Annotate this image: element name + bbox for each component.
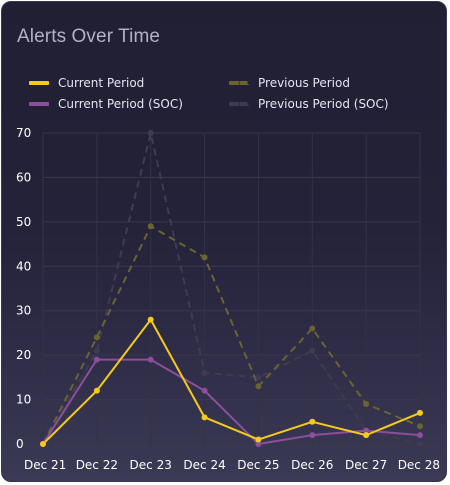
series-line-0 [42, 318, 421, 445]
data-point-series-1[interactable] [201, 254, 208, 261]
x-tick-label: Dec 26 [291, 458, 333, 472]
data-point-series-1[interactable] [309, 325, 316, 332]
x-tick-label: Dec 25 [237, 458, 279, 472]
data-point-series-0[interactable] [93, 387, 100, 394]
x-tick-label: Dec 24 [183, 458, 225, 472]
series-lines [42, 132, 421, 445]
legend-label-previous-period: Previous Period [258, 76, 350, 90]
x-tick-label: Dec 27 [345, 458, 387, 472]
y-tick-label: 0 [16, 437, 24, 451]
chart-title: Alerts Over Time [17, 26, 161, 47]
data-point-series-3[interactable] [417, 441, 423, 447]
data-point-series-1[interactable] [363, 401, 370, 408]
data-point-series-3[interactable] [93, 347, 100, 354]
y-tick-label: 40 [16, 259, 31, 273]
grid-lines [42, 132, 421, 445]
x-tick-label: Dec 28 [398, 458, 440, 472]
legend-swatch-current-period-soc [29, 102, 49, 106]
data-point-series-2[interactable] [309, 432, 316, 439]
x-axis-ticks: Dec 21 Dec 22 Dec 23 Dec 24 Dec 25 Dec 26 Dec … [24, 458, 440, 472]
legend-swatch-previous-period [229, 81, 249, 85]
data-point-series-0[interactable] [255, 436, 262, 443]
y-tick-label: 10 [16, 393, 31, 407]
data-point-series-2[interactable] [93, 356, 100, 363]
data-point-series-1[interactable] [93, 334, 100, 341]
series-line-1 [42, 225, 421, 445]
y-tick-label: 60 [16, 170, 31, 184]
x-tick-label: Dec 21 [24, 458, 66, 472]
data-point-series-0[interactable] [201, 414, 208, 421]
x-tick-label: Dec 22 [76, 458, 118, 472]
series-line-3 [42, 132, 421, 445]
data-point-series-0[interactable] [417, 409, 423, 416]
y-tick-label: 50 [16, 215, 31, 229]
legend-item-previous-period[interactable]: Previous Period [229, 75, 350, 91]
data-point-series-3[interactable] [255, 374, 262, 381]
y-tick-label: 30 [16, 304, 31, 318]
legend-label-current-period-soc: Current Period (SOC) [58, 97, 183, 111]
data-point-series-0[interactable] [363, 432, 370, 439]
y-tick-label: 70 [16, 126, 31, 140]
legend-item-current-period[interactable]: Current Period [29, 75, 144, 91]
data-point-series-0[interactable] [309, 418, 316, 425]
legend-item-previous-period-soc[interactable]: Previous Period (SOC) [229, 96, 389, 112]
legend-swatch-previous-period-soc [229, 102, 249, 106]
data-point-series-3[interactable] [201, 369, 208, 376]
data-point-series-1[interactable] [255, 383, 262, 390]
legend-swatch-current-period [29, 81, 49, 85]
data-point-series-2[interactable] [417, 432, 423, 439]
data-point-series-0[interactable] [147, 316, 154, 323]
line-chart: 0 10 20 30 40 50 60 70 Dec 21 Dec 22 Dec 23 Dec 24… [16, 126, 440, 472]
data-point-series-3[interactable] [147, 130, 154, 136]
legend-label-previous-period-soc: Previous Period (SOC) [258, 97, 389, 111]
data-point-series-0[interactable] [40, 441, 46, 447]
data-point-series-1[interactable] [417, 423, 423, 430]
series-line-2 [42, 358, 421, 445]
data-point-series-2[interactable] [255, 441, 262, 447]
data-point-series-1[interactable] [147, 223, 154, 230]
data-point-series-3[interactable] [309, 347, 316, 354]
y-tick-label: 20 [16, 348, 31, 362]
y-axis-ticks: 0 10 20 30 40 50 60 70 [16, 126, 31, 451]
data-point-series-2[interactable] [147, 356, 154, 363]
data-point-series-2[interactable] [201, 387, 208, 394]
legend-item-current-period-soc[interactable]: Current Period (SOC) [29, 96, 183, 112]
data-point-series-2[interactable] [363, 427, 370, 434]
legend-label-current-period: Current Period [58, 76, 145, 90]
series-points [40, 130, 423, 447]
x-tick-label: Dec 23 [130, 458, 172, 472]
